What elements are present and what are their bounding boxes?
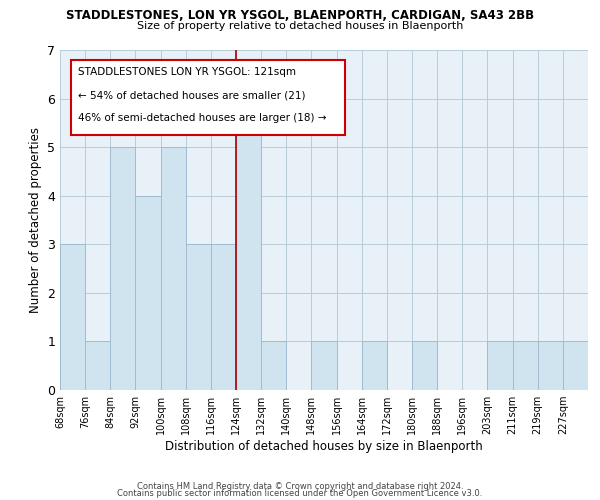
Bar: [186, 244, 211, 390]
Bar: [563, 342, 588, 390]
FancyBboxPatch shape: [71, 60, 345, 135]
Bar: [362, 342, 387, 390]
Text: Contains public sector information licensed under the Open Government Licence v3: Contains public sector information licen…: [118, 488, 482, 498]
Text: STADDLESTONES LON YR YSGOL: 121sqm: STADDLESTONES LON YR YSGOL: 121sqm: [79, 67, 296, 77]
Bar: [261, 342, 286, 390]
Bar: [538, 342, 563, 390]
Bar: [512, 342, 538, 390]
Bar: [85, 342, 110, 390]
Text: ← 54% of detached houses are smaller (21): ← 54% of detached houses are smaller (21…: [79, 91, 306, 101]
Bar: [136, 196, 161, 390]
Text: Contains HM Land Registry data © Crown copyright and database right 2024.: Contains HM Land Registry data © Crown c…: [137, 482, 463, 491]
Text: 46% of semi-detached houses are larger (18) →: 46% of semi-detached houses are larger (…: [79, 113, 327, 123]
Text: STADDLESTONES, LON YR YSGOL, BLAENPORTH, CARDIGAN, SA43 2BB: STADDLESTONES, LON YR YSGOL, BLAENPORTH,…: [66, 9, 534, 22]
Bar: [412, 342, 437, 390]
Bar: [60, 244, 85, 390]
X-axis label: Distribution of detached houses by size in Blaenporth: Distribution of detached houses by size …: [165, 440, 483, 453]
Bar: [211, 244, 236, 390]
Y-axis label: Number of detached properties: Number of detached properties: [29, 127, 41, 313]
Bar: [110, 147, 136, 390]
Bar: [311, 342, 337, 390]
Bar: [236, 98, 261, 390]
Bar: [487, 342, 512, 390]
Text: Size of property relative to detached houses in Blaenporth: Size of property relative to detached ho…: [137, 21, 463, 31]
Bar: [161, 147, 186, 390]
